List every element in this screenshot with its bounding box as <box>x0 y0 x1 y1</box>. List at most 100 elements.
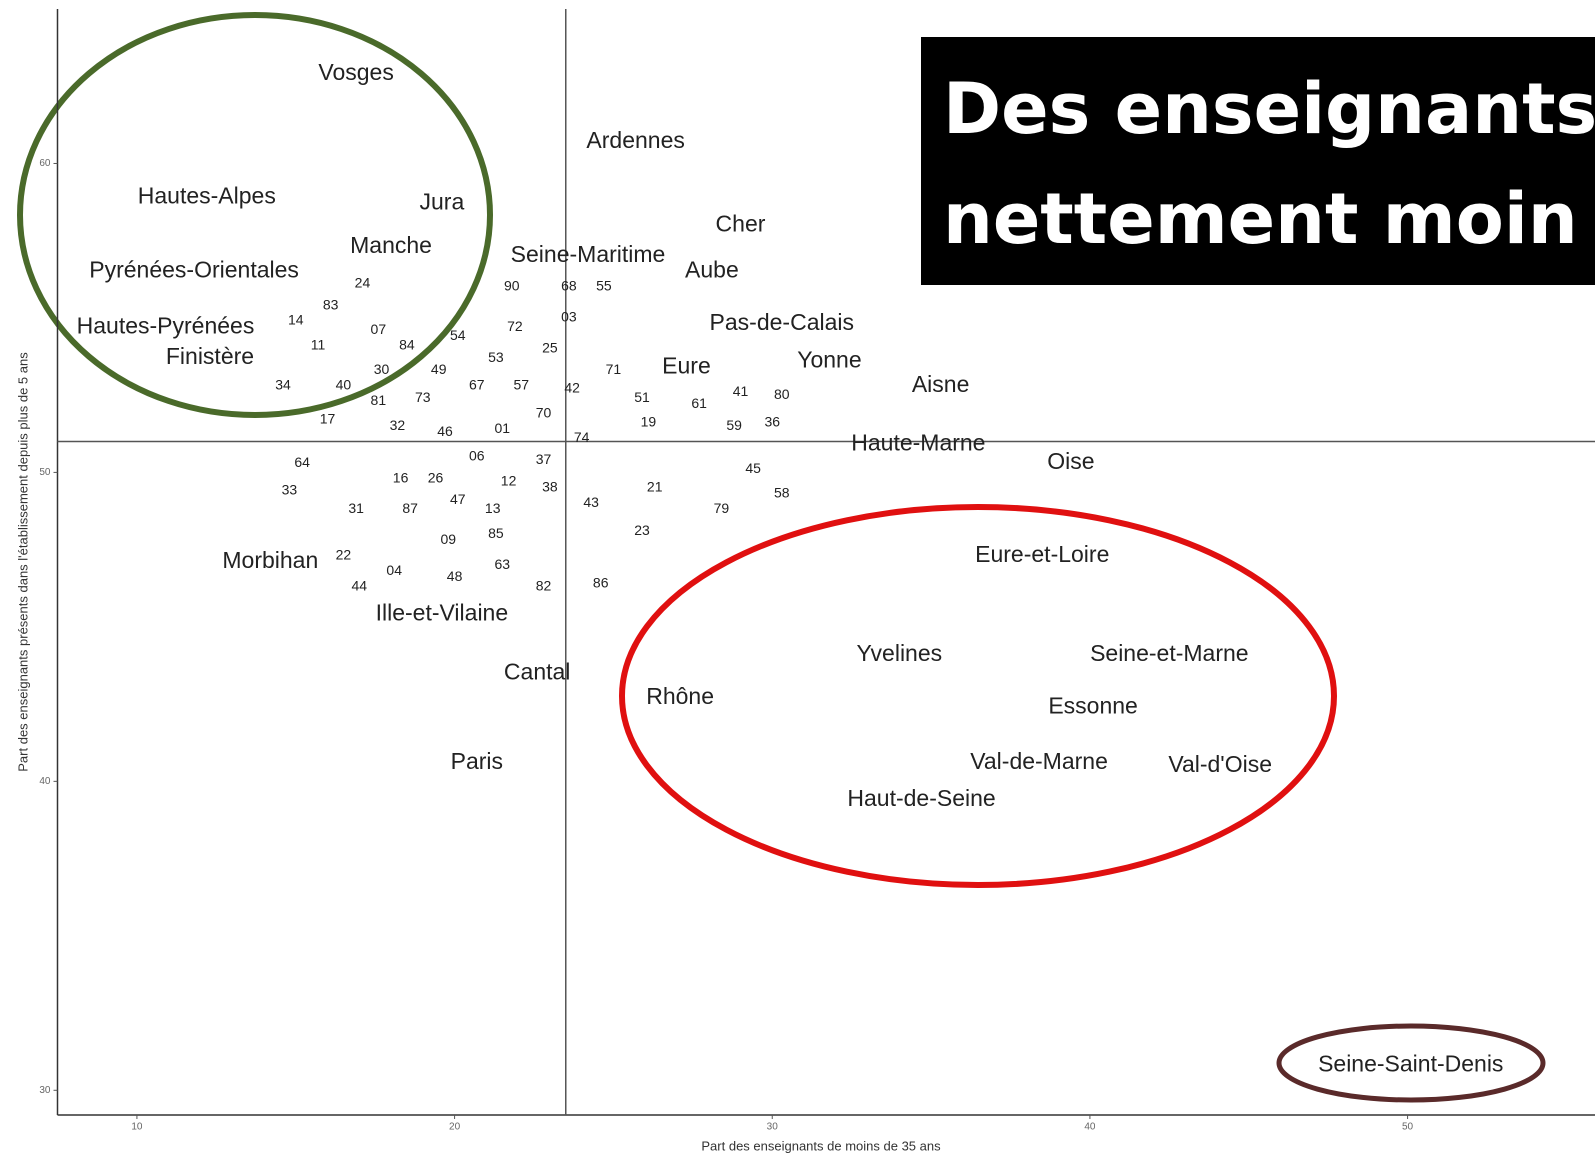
point-label: 11 <box>311 336 326 352</box>
point-label: Morbihan <box>222 547 318 573</box>
point-label: 44 <box>351 577 367 593</box>
y-tick-label: 30 <box>39 1085 51 1096</box>
point-label: Oise <box>1047 448 1094 474</box>
point-label: 04 <box>386 562 402 578</box>
point-label: Essonne <box>1048 692 1138 718</box>
point-label: 51 <box>634 389 650 405</box>
point-label: 09 <box>440 531 456 547</box>
point-label: 17 <box>320 411 336 427</box>
point-label: 07 <box>371 321 387 337</box>
point-label: 86 <box>593 574 609 590</box>
point-label: 34 <box>275 377 291 393</box>
point-label: 55 <box>596 278 612 294</box>
point-label: 16 <box>393 469 409 485</box>
x-tick-label: 50 <box>1402 1122 1414 1133</box>
point-label: Ille-et-Vilaine <box>376 600 509 626</box>
point-label: Seine-Saint-Denis <box>1318 1051 1503 1077</box>
point-label: 46 <box>437 423 453 439</box>
point-label: Eure-et-Loire <box>975 541 1109 567</box>
point-label: 41 <box>733 383 749 399</box>
point-label: 64 <box>294 454 310 470</box>
point-label: 38 <box>542 479 558 495</box>
point-label: Hautes-Pyrénées <box>77 312 255 338</box>
point-label: 61 <box>691 395 707 411</box>
point-label: 23 <box>634 522 650 538</box>
point-label: Pyrénées-Orientales <box>89 257 299 283</box>
y-axis-title: Part des enseignants présents dans l'éta… <box>15 352 30 772</box>
point-label: 25 <box>542 340 558 356</box>
point-label: 84 <box>399 336 415 352</box>
point-label: 85 <box>488 525 504 541</box>
point-label: 82 <box>536 577 552 593</box>
point-label: Yonne <box>797 346 861 372</box>
point-label: 12 <box>501 472 517 488</box>
point-label: 19 <box>641 414 657 430</box>
point-label: 49 <box>431 361 447 377</box>
point-label: Seine-et-Marne <box>1090 640 1249 666</box>
point-label: Aisne <box>912 371 970 397</box>
point-label: 01 <box>494 420 510 436</box>
point-label: 70 <box>536 404 552 420</box>
x-axis-title: Part des enseignants de moins de 35 ans <box>701 1138 941 1153</box>
point-label: Manche <box>350 232 432 258</box>
point-label: 54 <box>450 327 466 343</box>
point-label: Pas-de-Calais <box>710 309 854 335</box>
point-label: 79 <box>714 500 730 516</box>
point-label: Rhône <box>646 683 714 709</box>
point-label: 71 <box>606 361 622 377</box>
point-label: 06 <box>469 448 485 464</box>
point-label: Aube <box>685 257 739 283</box>
point-label: 53 <box>488 349 504 365</box>
point-label: 58 <box>774 485 790 501</box>
point-label: Haut-de-Seine <box>847 785 995 811</box>
highlight-ellipse <box>17 12 493 418</box>
point-label: 31 <box>348 500 364 516</box>
point-label: 72 <box>507 318 523 334</box>
highlight-ellipse <box>1276 1023 1546 1103</box>
point-label: 57 <box>514 377 530 393</box>
point-label: 22 <box>336 547 352 563</box>
point-label: 24 <box>355 275 371 291</box>
point-label: Ardennes <box>586 127 684 153</box>
point-label: Hautes-Alpes <box>138 183 276 209</box>
point-label: Val-d'Oise <box>1168 751 1272 777</box>
point-label: 45 <box>745 460 761 476</box>
point-label: Paris <box>451 748 503 774</box>
point-label: 81 <box>371 392 387 408</box>
x-tick-label: 10 <box>131 1122 143 1133</box>
point-label: 43 <box>583 494 599 510</box>
point-label: Cantal <box>504 658 570 684</box>
title-box <box>921 37 1595 285</box>
x-tick-label: 20 <box>449 1122 461 1133</box>
point-label: Cher <box>716 210 766 236</box>
highlight-ellipse <box>619 504 1337 888</box>
point-label: Jura <box>420 189 465 215</box>
point-label: 37 <box>536 451 552 467</box>
point-label: Eure <box>662 352 711 378</box>
point-label: 67 <box>469 377 485 393</box>
point-label: 68 <box>561 278 577 294</box>
point-label: Yvelines <box>856 640 942 666</box>
point-label: Finistère <box>166 343 254 369</box>
y-tick-label: 40 <box>39 776 51 787</box>
point-label: 32 <box>390 417 406 433</box>
title-line: Des enseignants <box>943 68 1595 150</box>
point-label: 83 <box>323 296 339 312</box>
point-label: Haute-Marne <box>851 430 985 456</box>
point-label: 36 <box>764 414 780 430</box>
point-label: 21 <box>647 479 663 495</box>
x-tick-label: 30 <box>767 1122 779 1133</box>
point-label: Val-de-Marne <box>970 748 1108 774</box>
point-label: 80 <box>774 386 790 402</box>
point-label: 14 <box>288 312 304 328</box>
point-label: 87 <box>402 500 418 516</box>
point-label: 26 <box>428 469 444 485</box>
point-label: 13 <box>485 500 501 516</box>
point-label: 59 <box>726 417 742 433</box>
title-line: nettement moin <box>943 178 1578 260</box>
x-tick-label: 40 <box>1084 1122 1096 1133</box>
point-label: 40 <box>336 377 352 393</box>
point-label: Vosges <box>318 59 393 85</box>
y-tick-label: 50 <box>39 467 51 478</box>
